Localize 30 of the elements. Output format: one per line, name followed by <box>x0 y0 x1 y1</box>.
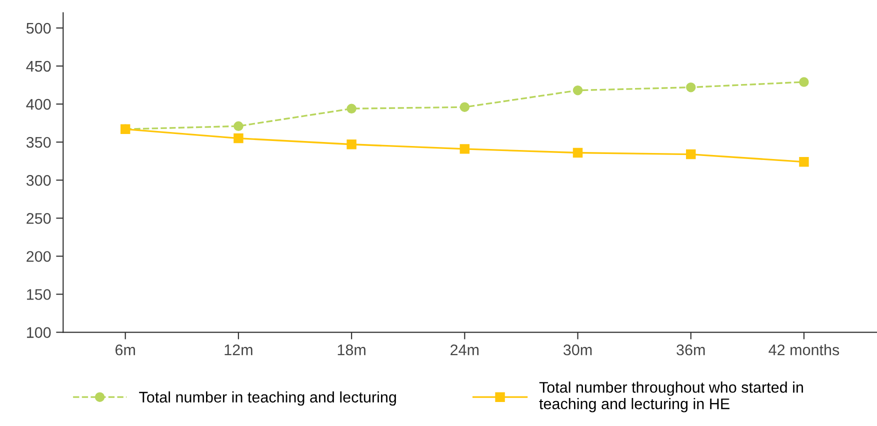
x-tick-label: 24m <box>450 344 479 356</box>
legend-label: Total number throughout who started in teaching and lecturing in HE <box>539 382 803 412</box>
point <box>799 157 809 167</box>
x-tick-label: 18m <box>338 344 366 356</box>
point <box>234 133 244 144</box>
point <box>346 140 356 150</box>
point <box>346 104 356 114</box>
legend-label: Total number in teaching and lecturing <box>139 391 396 406</box>
y-tick-label: 150 <box>27 289 51 300</box>
point <box>686 149 696 160</box>
point <box>799 77 809 87</box>
y-tick-label: 450 <box>26 60 51 72</box>
point <box>686 82 696 92</box>
y-tick-label: 200 <box>26 251 51 262</box>
y-tick-label: 500 <box>26 22 51 34</box>
y-tick-label: 400 <box>26 98 51 110</box>
point <box>572 148 583 158</box>
point <box>460 102 470 112</box>
x-tick-label: 6m <box>116 344 135 356</box>
x-tick-label: 30m <box>563 344 592 356</box>
y-tick-label: 300 <box>26 175 51 186</box>
y-tick-label: 350 <box>26 136 51 148</box>
point <box>460 144 470 154</box>
x-tick-label: 36m <box>676 344 705 356</box>
y-tick-label: 250 <box>26 213 51 224</box>
point <box>234 121 244 131</box>
y-tick-label: 100 <box>27 327 51 338</box>
point <box>572 86 583 96</box>
x-tick-label: 42 months <box>768 344 840 356</box>
x-tick-label: 12m <box>224 344 252 356</box>
